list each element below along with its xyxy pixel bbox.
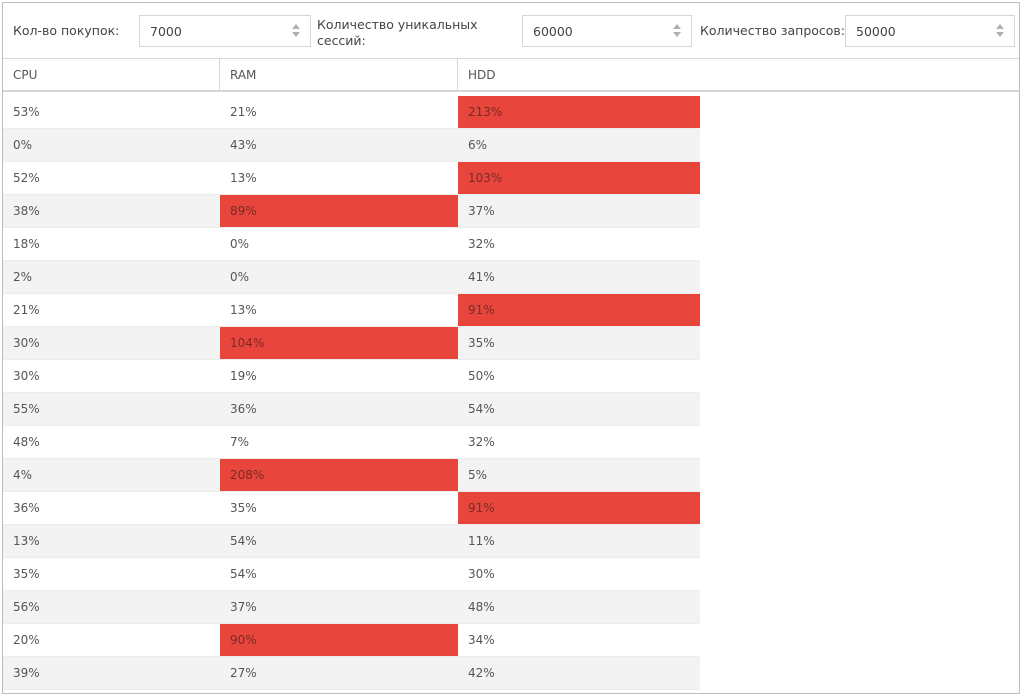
cell-ram: 13% <box>230 171 257 185</box>
cell-ram: 35% <box>230 501 257 515</box>
cell-hdd: 6% <box>468 138 488 152</box>
requests-label: Количество запросов: <box>700 23 846 38</box>
cell-ram: 7% <box>230 435 250 449</box>
cell-ram: 54% <box>230 567 257 581</box>
cell-cpu: 13% <box>13 534 40 548</box>
table-row: 48% 7% 32% <box>3 426 700 459</box>
table-row: 20% 90% 34% <box>3 624 700 657</box>
cell-ram: 37% <box>230 600 257 614</box>
sessions-input[interactable]: 60000 <box>522 15 692 47</box>
cell-ram: 21% <box>230 105 257 119</box>
cell-cpu: 52% <box>13 171 40 185</box>
requests-input[interactable]: 50000 <box>845 15 1015 47</box>
purchases-label: Кол-во покупок: <box>13 23 120 38</box>
cell-ram: 43% <box>230 138 257 152</box>
table-row: 55% 36% 54% <box>3 393 700 426</box>
filter-toolbar: Кол-во покупок: 7000 Количество уникальн… <box>3 3 1019 59</box>
table-row: 53% 21% 213% <box>3 96 700 129</box>
cell-hdd: 54% <box>468 402 495 416</box>
cell-cpu: 4% <box>13 468 33 482</box>
cell-hdd: 103% <box>458 162 700 194</box>
cell-ram: 0% <box>230 270 250 284</box>
cell-hdd: 91% <box>458 492 700 524</box>
table-row: 21% 13% 91% <box>3 294 700 327</box>
table-row: 38% 89% 37% <box>3 195 700 228</box>
column-header-ram[interactable]: RAM <box>220 59 458 90</box>
table-row: 18% 0% 32% <box>3 228 700 261</box>
cell-ram: 208% <box>220 459 458 491</box>
cell-cpu: 2% <box>13 270 33 284</box>
purchases-input[interactable]: 7000 <box>139 15 311 47</box>
cell-ram: 90% <box>220 624 458 656</box>
cell-ram: 13% <box>230 303 257 317</box>
cell-ram: 89% <box>220 195 458 227</box>
requests-value: 50000 <box>856 23 896 39</box>
sessions-label: Количество уникальных сессий: <box>317 17 478 48</box>
column-header-hdd[interactable]: HDD <box>468 67 496 82</box>
cell-cpu: 30% <box>13 336 40 350</box>
cell-cpu: 20% <box>13 633 40 647</box>
cell-ram: 27% <box>230 666 257 680</box>
spinner-arrows-icon[interactable] <box>292 24 300 40</box>
table-row: 36% 35% 91% <box>3 492 700 525</box>
cell-hdd: 50% <box>468 369 495 383</box>
table-row: 13% 54% 11% <box>3 525 700 558</box>
table-row: 2% 0% 41% <box>3 261 700 294</box>
cell-hdd: 42% <box>468 666 495 680</box>
table-header: CPU RAM HDD <box>3 59 1019 92</box>
cell-hdd: 11% <box>468 534 495 548</box>
cell-hdd: 48% <box>468 600 495 614</box>
cell-cpu: 39% <box>13 666 40 680</box>
cell-cpu: 30% <box>13 369 40 383</box>
cell-hdd: 35% <box>468 336 495 350</box>
cell-ram: 36% <box>230 402 257 416</box>
cell-hdd: 30% <box>468 567 495 581</box>
cell-ram: 0% <box>230 237 250 251</box>
cell-cpu: 18% <box>13 237 40 251</box>
cell-hdd: 213% <box>458 96 700 128</box>
cell-cpu: 0% <box>13 138 33 152</box>
table-row: 0% 43% 6% <box>3 129 700 162</box>
cell-hdd: 5% <box>468 468 488 482</box>
purchases-value: 7000 <box>150 23 182 39</box>
cell-ram: 19% <box>230 369 257 383</box>
cell-cpu: 21% <box>13 303 40 317</box>
cell-cpu: 53% <box>13 105 40 119</box>
cell-cpu: 48% <box>13 435 40 449</box>
cell-hdd: 32% <box>468 237 495 251</box>
table-row: 30% 104% 35% <box>3 327 700 360</box>
table-row: 56% 37% 48% <box>3 591 700 624</box>
cell-cpu: 36% <box>13 501 40 515</box>
cell-hdd: 37% <box>468 204 495 218</box>
cell-ram: 104% <box>220 327 458 359</box>
cell-hdd: 34% <box>468 633 495 647</box>
table-body: 53% 21% 213% 0% 43% 6% 52% 13% 103% 38% 89% 37% 18% 0… <box>3 96 700 690</box>
cell-cpu: 35% <box>13 567 40 581</box>
spinner-arrows-icon[interactable] <box>996 24 1004 40</box>
spinner-arrows-icon[interactable] <box>673 24 681 40</box>
column-header-cpu[interactable]: CPU <box>3 59 220 90</box>
table-row: 52% 13% 103% <box>3 162 700 195</box>
table-row: 4% 208% 5% <box>3 459 700 492</box>
table-row: 30% 19% 50% <box>3 360 700 393</box>
cell-cpu: 55% <box>13 402 40 416</box>
cell-hdd: 32% <box>468 435 495 449</box>
table-row: 39% 27% 42% <box>3 657 700 690</box>
cell-ram: 54% <box>230 534 257 548</box>
cell-hdd: 41% <box>468 270 495 284</box>
cell-hdd: 91% <box>458 294 700 326</box>
cell-cpu: 38% <box>13 204 40 218</box>
table-row: 35% 54% 30% <box>3 558 700 591</box>
cell-cpu: 56% <box>13 600 40 614</box>
sessions-value: 60000 <box>533 23 573 39</box>
